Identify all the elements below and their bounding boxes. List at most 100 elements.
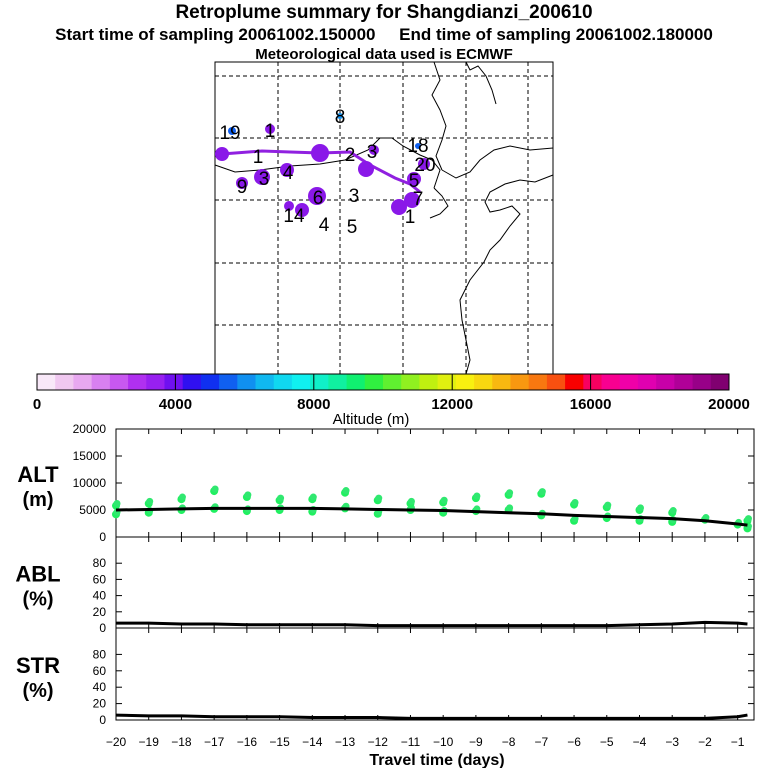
colorbar-segment <box>291 374 311 390</box>
colorbar-segment <box>710 374 730 390</box>
run-label: 3 <box>349 186 360 207</box>
colorbar-segment <box>146 374 165 390</box>
colorbar-segment <box>510 374 530 390</box>
run-label: 1 <box>253 147 264 168</box>
colorbar-segment <box>128 374 147 390</box>
mean-line <box>115 506 748 527</box>
colorbar-segment <box>200 374 220 390</box>
colorbar-segment <box>109 374 129 390</box>
scatter-point <box>375 494 383 502</box>
colorbar-segment <box>273 374 293 390</box>
run-label: 19 <box>219 123 240 144</box>
x-tick-label: −9 <box>469 735 483 749</box>
start-time: Start time of sampling 20061002.150000 <box>55 25 376 44</box>
x-axis-label: Travel time (days) <box>369 752 504 768</box>
y-tick-label: 60 <box>93 664 107 678</box>
scatter-point <box>178 493 186 501</box>
x-tick-label: −3 <box>665 735 679 749</box>
scatter-point <box>244 491 252 499</box>
colorbar-segment <box>401 374 420 390</box>
panel-unit: (%) <box>22 680 53 702</box>
colorbar-segment <box>455 374 475 390</box>
x-tick-label: −8 <box>502 735 516 749</box>
colorbar-segment <box>583 374 603 390</box>
x-tick-label: −11 <box>401 735 421 749</box>
run-label: 7 <box>413 189 424 210</box>
y-tick-label: 0 <box>99 621 106 635</box>
y-tick-label: 40 <box>93 680 107 694</box>
altitude-colorbar: 0 4000 8000 12000 16000 20000 <box>33 373 750 413</box>
scatter-point <box>146 497 154 505</box>
x-tick-label: −13 <box>335 735 356 749</box>
run-label: 4 <box>283 163 294 184</box>
plume-mean-track <box>221 149 421 194</box>
y-tick-label: 80 <box>93 556 107 570</box>
scatter-point <box>473 492 481 500</box>
x-tick-label: −17 <box>204 735 225 749</box>
x-tick-label: −18 <box>171 735 192 749</box>
map-frame <box>214 61 554 375</box>
colorbar-tick-label: 4000 <box>159 396 192 413</box>
run-label: 4 <box>319 215 330 236</box>
panel-unit: (%) <box>22 589 53 611</box>
y-tick-label: 5000 <box>79 503 106 517</box>
colorbar-segment <box>528 374 548 390</box>
y-tick-label: 15000 <box>73 449 107 463</box>
panel-frame <box>115 627 755 721</box>
x-tick-label: −16 <box>237 735 258 749</box>
scatter-point <box>440 496 448 504</box>
run-label: 1 <box>265 121 276 142</box>
run-label: 9 <box>237 177 248 198</box>
colorbar-segment <box>601 374 621 390</box>
colorbar-segment <box>692 374 712 390</box>
run-label: 3 <box>367 142 378 163</box>
colorbar-segment <box>637 374 657 390</box>
scatter-point <box>538 488 546 496</box>
y-tick-label: 20 <box>93 605 107 619</box>
run-label: 14 <box>283 206 305 227</box>
colorbar-segment <box>656 374 675 390</box>
colorbar-tick-label: 0 <box>33 396 41 413</box>
x-tick-label: −6 <box>567 735 581 749</box>
colorbar-segment <box>364 374 384 390</box>
run-label: 18 <box>407 136 428 157</box>
met-data-note: Meteorological data used is ECMWF <box>255 46 513 63</box>
scatter-point <box>506 489 514 497</box>
colorbar-tick-label: 16000 <box>570 396 612 413</box>
scatter-point <box>277 494 285 502</box>
panel-ylabel: ABL <box>15 562 60 587</box>
colorbar-segment <box>164 374 184 390</box>
x-tick-label: −4 <box>633 735 647 749</box>
colorbar-segment <box>492 374 511 390</box>
colorbar-segment <box>328 374 348 390</box>
panel-frame <box>115 428 755 538</box>
colorbar-segment <box>437 374 457 390</box>
panel-ylabel: ALT <box>17 462 59 487</box>
plume-clusters <box>215 113 430 217</box>
y-tick-label: 0 <box>99 713 106 727</box>
time-series-panels: 05000100001500020000ALT(m)020406080ABL(%… <box>15 422 755 749</box>
colorbar-segment <box>474 374 493 390</box>
panel-ylabel: STR <box>16 653 60 678</box>
colorbar-segment <box>674 374 694 390</box>
run-label: 2 <box>345 145 356 166</box>
scatter-point <box>571 498 579 506</box>
colorbar-label: Altitude (m) <box>333 411 410 428</box>
x-tick-label: −19 <box>139 735 160 749</box>
scatter-point <box>506 504 514 512</box>
scatter-point <box>744 515 752 523</box>
run-label: 1 <box>405 207 416 228</box>
run-label: 3 <box>259 169 270 190</box>
map-boundaries <box>214 61 554 375</box>
scatter-point <box>342 487 350 495</box>
colorbar-segment <box>565 374 584 390</box>
mean-line <box>116 620 748 628</box>
run-label: 6 <box>313 188 324 209</box>
panel-alt: 0 5000 10000 15000 20000 ALT(m) <box>17 422 755 544</box>
scatter-point <box>604 501 612 509</box>
scatter-point <box>407 497 415 505</box>
colorbar-segment <box>346 374 366 390</box>
colorbar-segment <box>73 374 93 390</box>
